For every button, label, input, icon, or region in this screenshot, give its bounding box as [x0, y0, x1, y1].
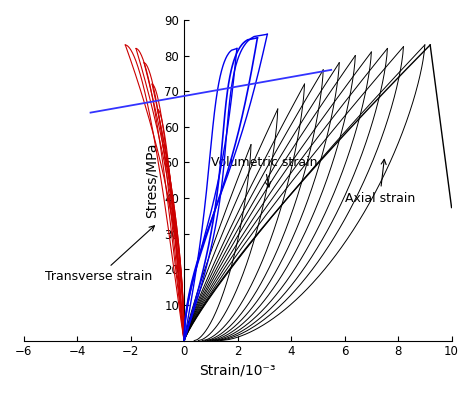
Text: Axial strain: Axial strain — [345, 159, 415, 205]
Y-axis label: Stress/MPa: Stress/MPa — [145, 143, 159, 218]
X-axis label: Strain/10⁻³: Strain/10⁻³ — [200, 364, 276, 378]
Text: Transverse strain: Transverse strain — [45, 226, 155, 283]
Text: Volumetric strain: Volumetric strain — [211, 156, 318, 187]
